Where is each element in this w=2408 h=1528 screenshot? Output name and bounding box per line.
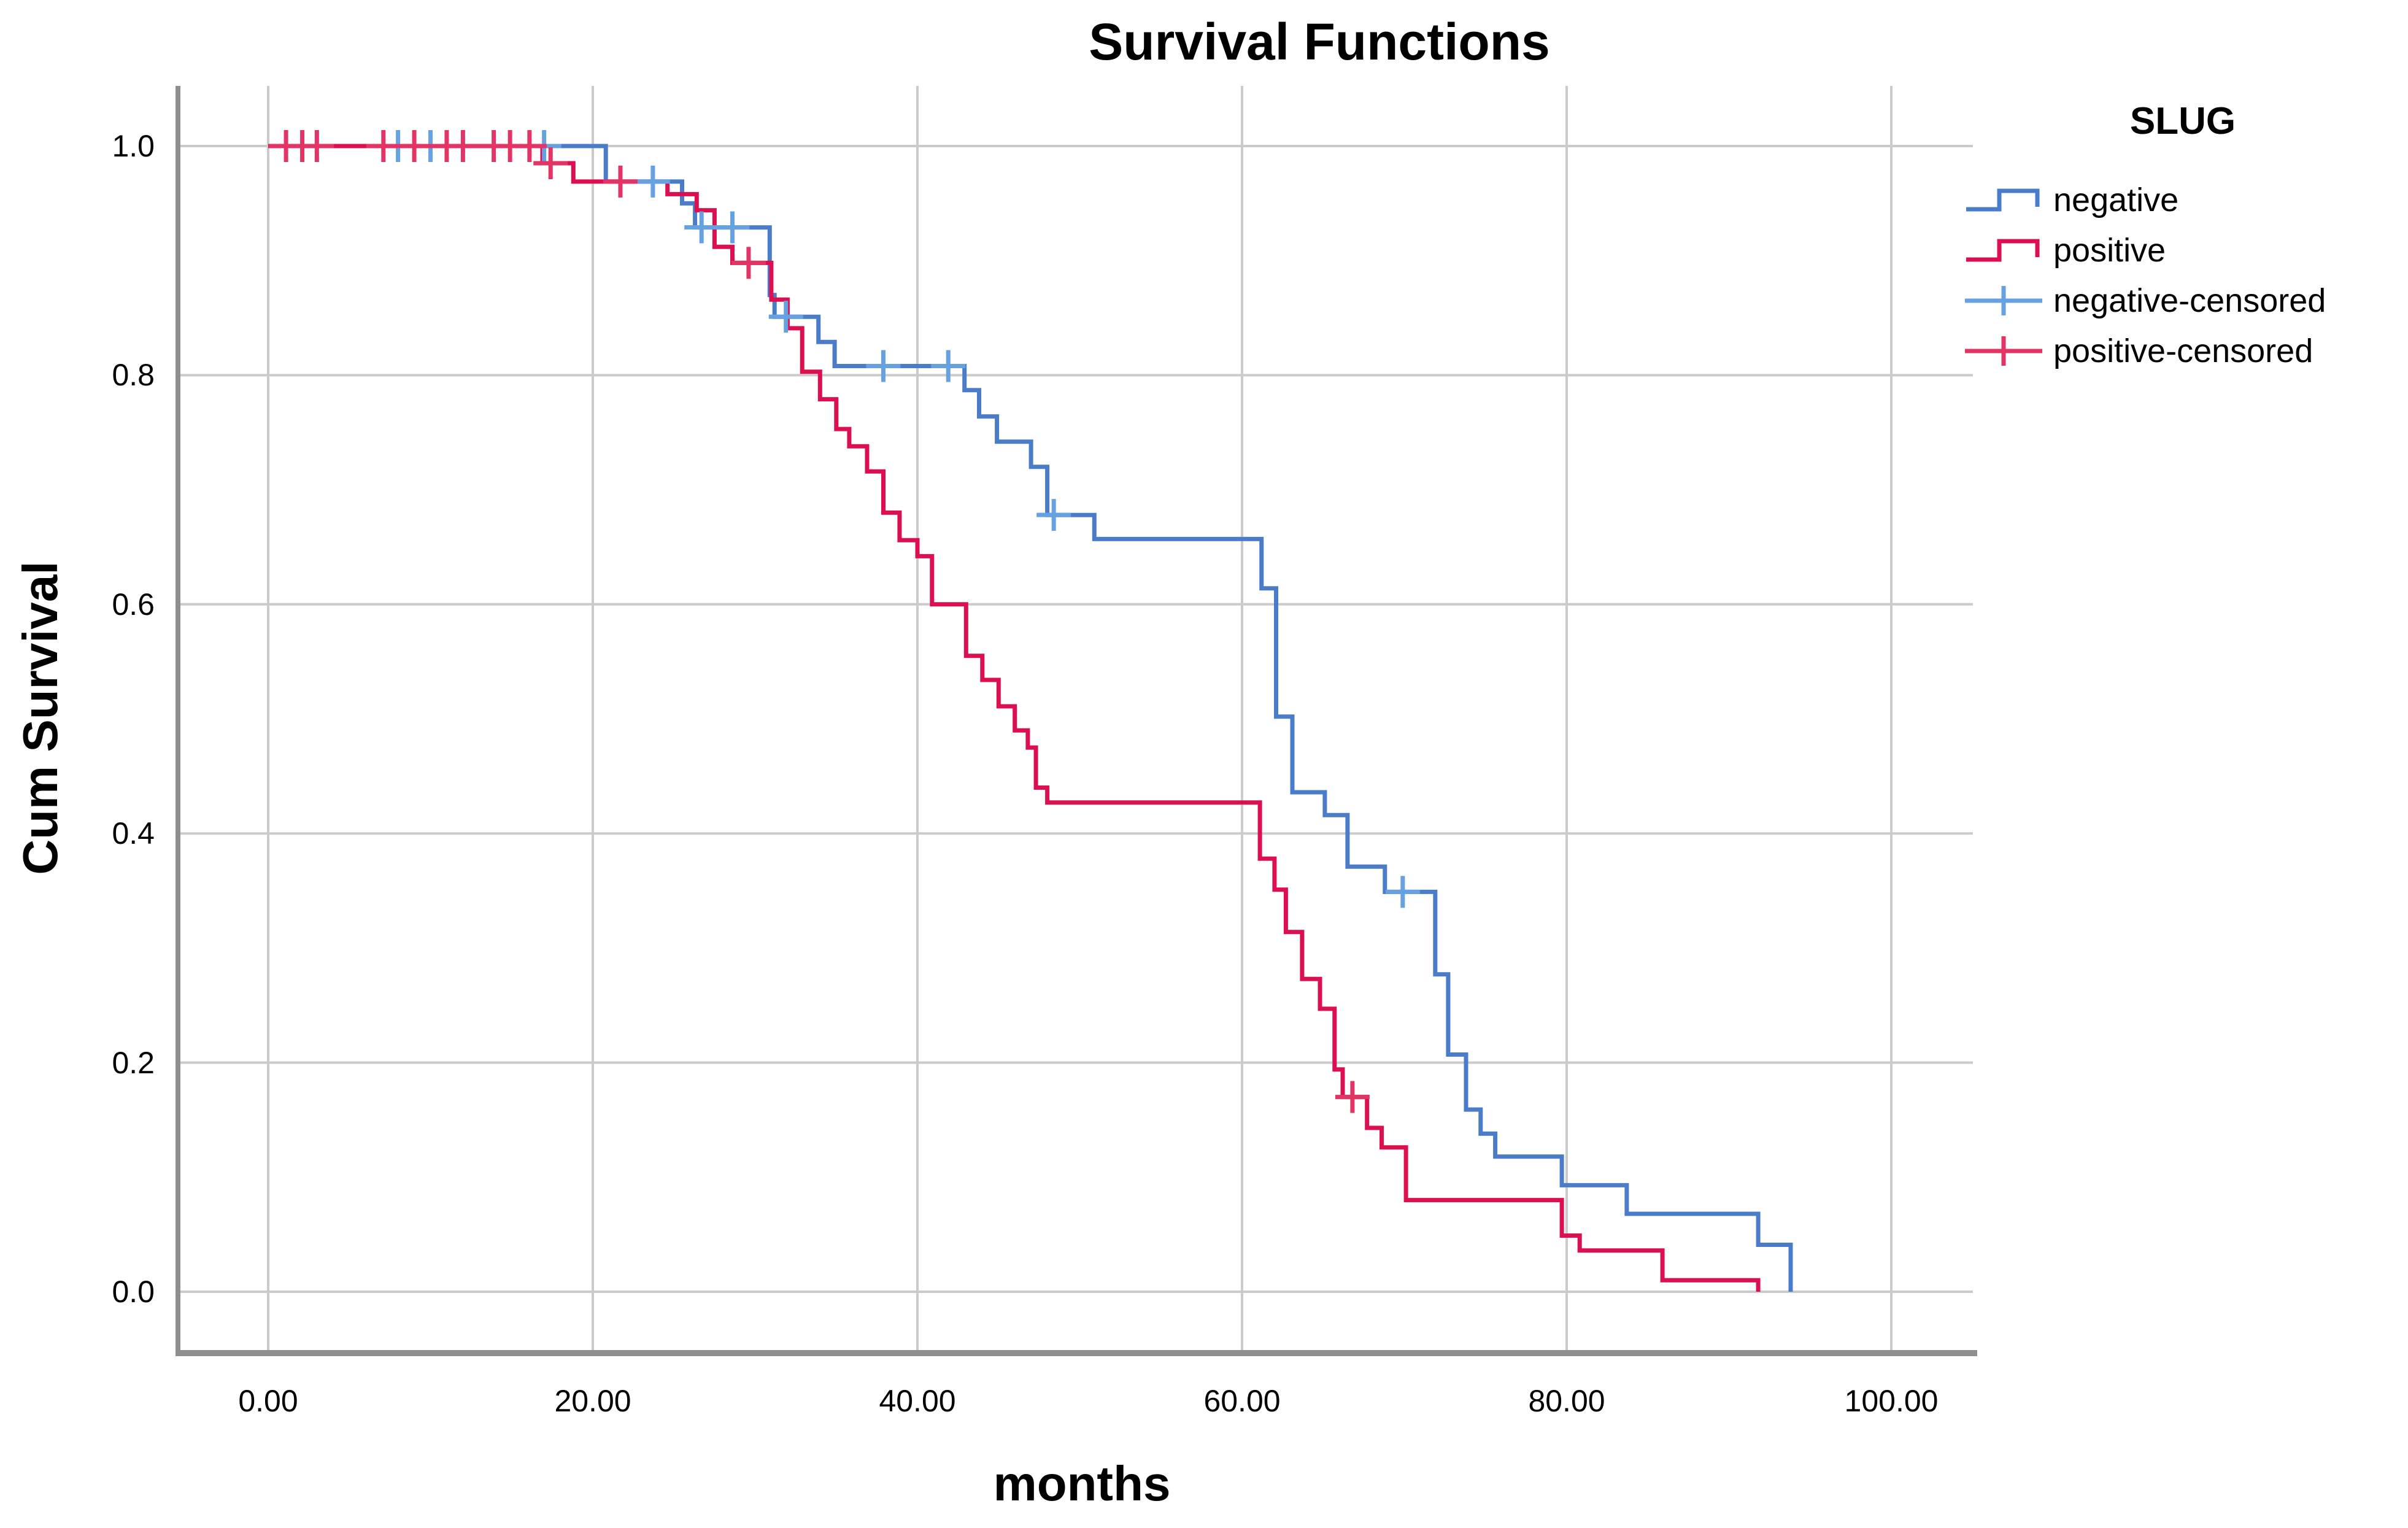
x-tick-label: 60.00: [1203, 1384, 1281, 1418]
x-tick-label: 100.00: [1844, 1384, 1939, 1418]
x-tick-label: 0.00: [238, 1384, 298, 1418]
x-tick-label: 80.00: [1528, 1384, 1605, 1418]
legend-title: SLUG: [2129, 100, 2236, 142]
negative-step-icon: [1966, 188, 2040, 212]
y-tick-label: 0.2: [112, 1045, 155, 1080]
legend-item-positive-censored: positive-censored: [1964, 326, 2402, 376]
negative-curve: [268, 144, 1793, 1292]
positive-step-icon: [1966, 239, 2040, 262]
x-axis-label: months: [993, 1456, 1171, 1511]
y-tick-label: 0.4: [112, 816, 155, 851]
y-tick-label: 0.8: [112, 358, 155, 393]
legend-item-label: negative-censored: [2053, 282, 2326, 319]
chart-title: Survival Functions: [1089, 13, 1550, 71]
negative-censored-plus-icon: [1965, 286, 2042, 315]
positive-censored-plus-icon: [1965, 336, 2042, 366]
legend: SLUG negative positive negative-censored…: [1964, 99, 2402, 376]
legend-item-negative-censored: negative-censored: [1964, 276, 2402, 326]
y-tick-label: 0.0: [112, 1275, 155, 1309]
y-tick-label: 1.0: [112, 129, 155, 163]
positive-curve: [268, 144, 1761, 1292]
legend-item-positive: positive: [1964, 225, 2402, 276]
legend-item-negative: negative: [1964, 175, 2402, 225]
x-tick-label: 20.00: [554, 1384, 631, 1418]
legend-item-label: positive-censored: [2053, 333, 2313, 369]
x-tick-label: 40.00: [879, 1384, 956, 1418]
legend-item-label: negative: [2053, 182, 2179, 218]
y-tick-label: 0.6: [112, 587, 155, 622]
legend-item-label: positive: [2053, 232, 2166, 269]
